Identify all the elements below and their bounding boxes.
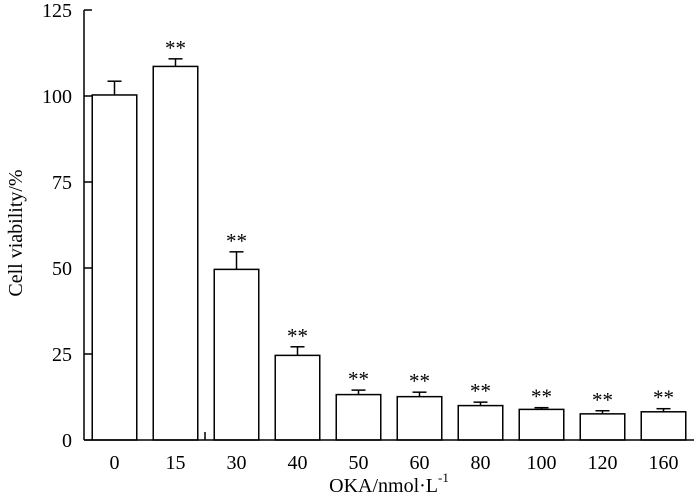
x-tick-label: 30 — [227, 452, 247, 474]
significance-label: ** — [287, 324, 308, 348]
significance-label: ** — [409, 369, 430, 393]
x-axis-title-superscript: -1 — [438, 470, 449, 485]
x-tick-label: 0 — [110, 452, 120, 474]
x-axis-tick-labels: 0 15 30 40 50 60 80 100 120 160 — [110, 452, 679, 474]
y-tick-label: 100 — [42, 86, 72, 108]
y-tick-label: 75 — [52, 172, 72, 194]
significance-label: ** — [653, 386, 674, 410]
bar — [640, 411, 687, 441]
y-tick-label: 0 — [62, 430, 72, 452]
bar — [152, 65, 199, 441]
x-tick-label: 120 — [588, 452, 618, 474]
y-tick-label: 25 — [52, 344, 72, 366]
y-tick-label: 125 — [42, 0, 72, 22]
y-tick-label: 50 — [52, 258, 72, 280]
significance-label: ** — [165, 36, 186, 60]
bar — [274, 354, 321, 441]
x-axis-title: OKA/nmol·L-1 — [329, 470, 449, 497]
bar — [213, 268, 260, 441]
bar — [579, 413, 626, 441]
x-axis-title-main: OKA/nmol·L — [329, 475, 438, 497]
x-tick-label: 100 — [527, 452, 557, 474]
x-tick-label: 50 — [349, 452, 369, 474]
bars: ** ** ** ** ** ** ** ** ** — [91, 36, 687, 441]
x-tick-label: 60 — [410, 452, 430, 474]
bar — [335, 393, 382, 441]
bar — [396, 395, 443, 441]
y-axis-ticks: 0 25 50 75 100 125 — [42, 0, 92, 452]
significance-label: ** — [348, 367, 369, 391]
significance-label: ** — [531, 385, 552, 409]
x-tick-label: 80 — [471, 452, 491, 474]
significance-label: ** — [592, 388, 613, 412]
y-axis-title: Cell viability/% — [5, 169, 27, 296]
x-tick-label: 40 — [288, 452, 308, 474]
significance-label: ** — [470, 379, 491, 403]
x-tick-label: 160 — [649, 452, 679, 474]
significance-label: ** — [226, 229, 247, 253]
bar — [518, 408, 565, 441]
x-tick-label: 15 — [166, 452, 186, 474]
bar — [91, 94, 138, 441]
bar — [457, 404, 504, 441]
